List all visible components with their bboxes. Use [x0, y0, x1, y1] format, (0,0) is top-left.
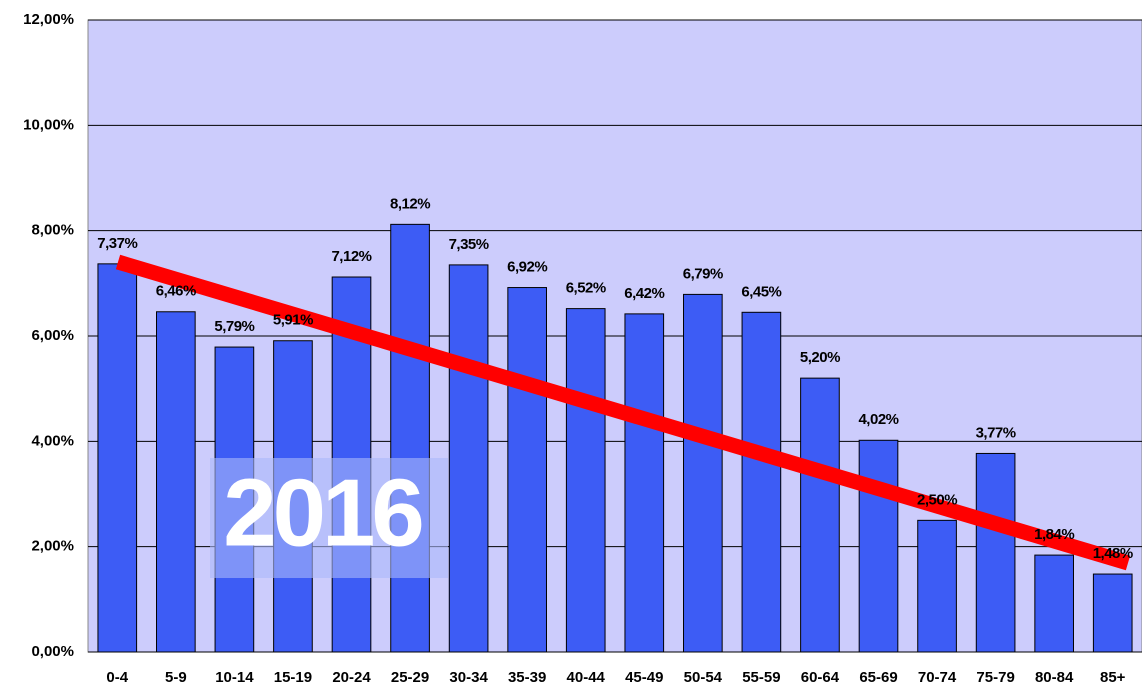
- annotation: 2016: [223, 459, 421, 566]
- x-tick-label: 5-9: [165, 669, 187, 686]
- x-tick-label: 75-79: [976, 669, 1014, 686]
- value-label: 3,77%: [976, 424, 1016, 441]
- bar: [624, 313, 665, 653]
- value-label: 6,52%: [566, 280, 606, 297]
- bar: [1092, 573, 1133, 653]
- bar: [97, 263, 138, 653]
- bar: [1034, 554, 1074, 653]
- bar: [156, 311, 196, 653]
- value-label: 1,48%: [1093, 545, 1133, 562]
- x-tick-label: 65-69: [859, 669, 897, 686]
- bar: [800, 377, 840, 653]
- y-tick-label: 6,00%: [31, 327, 74, 344]
- value-label: 7,12%: [331, 248, 371, 265]
- value-label: 1,84%: [1034, 526, 1074, 543]
- bar: [683, 293, 723, 653]
- x-tick-label: 40-44: [567, 669, 606, 686]
- value-label: 6,79%: [683, 265, 723, 282]
- value-label: 6,92%: [507, 259, 547, 276]
- value-label: 8,12%: [390, 195, 430, 212]
- x-tick-label: 25-29: [391, 669, 429, 686]
- value-label: 7,35%: [449, 236, 489, 253]
- bar: [975, 452, 1016, 653]
- value-label: 6,46%: [156, 283, 196, 300]
- bar: [448, 264, 489, 653]
- y-tick-label: 12,00%: [23, 11, 74, 28]
- x-tick-label: 10-14: [215, 669, 254, 686]
- bar: [741, 311, 782, 653]
- value-label: 6,42%: [624, 285, 664, 302]
- value-label: 4,02%: [858, 411, 898, 428]
- value-label: 5,91%: [273, 312, 313, 329]
- trend-line: [115, 254, 1131, 571]
- value-label: 5,79%: [214, 318, 254, 335]
- bar: [858, 439, 899, 653]
- x-tick-label: 30-34: [449, 669, 488, 686]
- x-tick-label: 70-74: [918, 669, 957, 686]
- x-tick-label: 35-39: [508, 669, 546, 686]
- bar: [390, 223, 430, 653]
- y-tick-label: 10,00%: [23, 116, 74, 133]
- y-tick-label: 0,00%: [31, 643, 74, 660]
- y-tick-label: 2,00%: [31, 538, 74, 555]
- x-tick-label: 80-84: [1035, 669, 1074, 686]
- y-tick-label: 4,00%: [31, 432, 74, 449]
- y-tick-label: 8,00%: [31, 222, 74, 239]
- bar: [507, 287, 547, 653]
- value-label: 5,20%: [800, 349, 840, 366]
- value-label: 7,37%: [97, 235, 137, 252]
- x-tick-label: 45-49: [625, 669, 663, 686]
- value-label: 6,45%: [741, 283, 781, 300]
- value-label: 2,50%: [917, 491, 957, 508]
- x-tick-label: 15-19: [274, 669, 312, 686]
- x-tick-label: 60-64: [801, 669, 840, 686]
- x-tick-label: 20-24: [332, 669, 371, 686]
- annotation-box: [210, 458, 448, 578]
- x-tick-label: 55-59: [742, 669, 780, 686]
- bar: [917, 519, 957, 653]
- x-tick-label: 50-54: [684, 669, 723, 686]
- x-tick-label: 85+: [1100, 669, 1126, 686]
- x-tick-label: 0-4: [106, 669, 128, 686]
- bar: [565, 308, 606, 653]
